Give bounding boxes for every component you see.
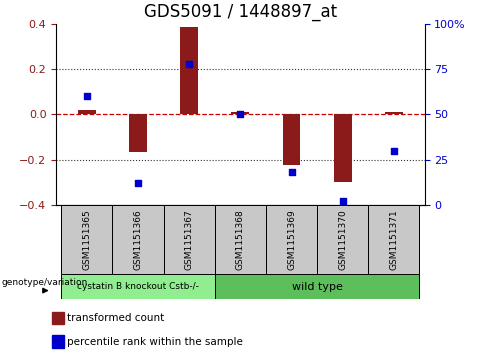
Bar (317, 205, 368, 274)
Text: GSM1151365: GSM1151365 (82, 209, 91, 270)
Bar (52, 335, 63, 348)
Point (134, 180, 142, 186)
Bar (112, 205, 163, 274)
Bar (61, 274, 215, 299)
Text: cystatin B knockout Cstb-/-: cystatin B knockout Cstb-/- (77, 282, 199, 291)
Bar (78, 110, 96, 114)
Text: GSM1151366: GSM1151366 (134, 209, 142, 270)
Bar (215, 274, 420, 299)
Bar (385, 112, 403, 114)
Bar (180, 27, 198, 114)
Bar (334, 114, 352, 182)
Point (237, 111, 244, 117)
Point (339, 199, 346, 204)
Text: GSM1151370: GSM1151370 (338, 209, 347, 270)
Bar (266, 205, 317, 274)
Bar (52, 311, 63, 324)
Bar (129, 114, 147, 152)
Text: transformed count: transformed count (67, 313, 164, 323)
Bar (231, 112, 249, 114)
Bar (163, 205, 215, 274)
Bar (215, 205, 266, 274)
Text: GSM1151368: GSM1151368 (236, 209, 245, 270)
Point (390, 148, 398, 154)
Text: GSM1151367: GSM1151367 (184, 209, 194, 270)
Text: GSM1151369: GSM1151369 (287, 209, 296, 270)
Text: genotype/variation: genotype/variation (1, 278, 87, 287)
Bar (368, 205, 420, 274)
Point (287, 170, 295, 175)
Text: percentile rank within the sample: percentile rank within the sample (67, 337, 243, 347)
Text: GSM1151371: GSM1151371 (389, 209, 398, 270)
Point (185, 61, 193, 66)
Bar (61, 205, 112, 274)
Point (83, 93, 91, 99)
Title: GDS5091 / 1448897_at: GDS5091 / 1448897_at (144, 3, 337, 21)
Bar (283, 114, 301, 166)
Text: wild type: wild type (292, 282, 343, 292)
